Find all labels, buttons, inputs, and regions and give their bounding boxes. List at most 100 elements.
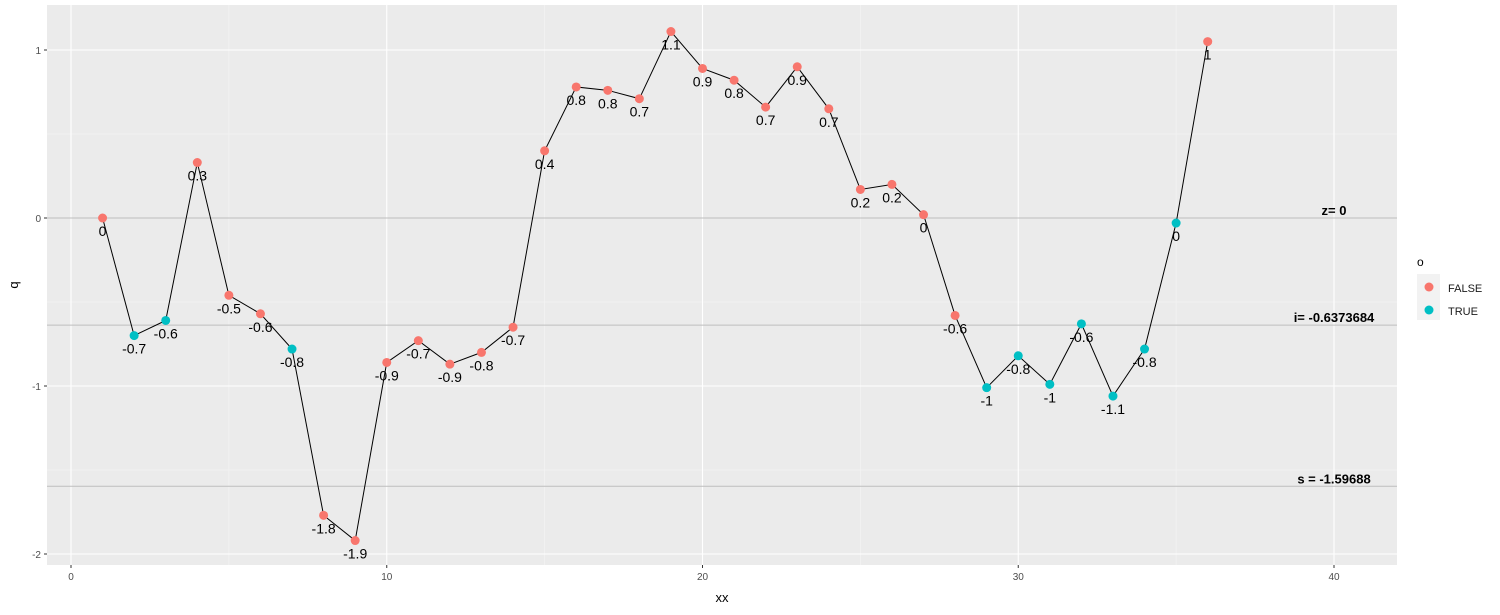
data-point bbox=[634, 94, 644, 104]
data-label: -0.7 bbox=[501, 332, 525, 348]
data-point bbox=[540, 146, 550, 156]
data-point bbox=[413, 336, 423, 346]
data-point bbox=[666, 27, 676, 37]
y-tick-label: -1 bbox=[32, 382, 41, 393]
panel-background bbox=[47, 5, 1397, 565]
data-label: -0.9 bbox=[438, 369, 462, 385]
y-tick-label: 1 bbox=[35, 46, 41, 57]
data-label: 1 bbox=[1204, 47, 1212, 63]
data-point bbox=[445, 359, 455, 369]
data-label: 0.4 bbox=[535, 156, 555, 172]
data-label: 0.9 bbox=[787, 72, 807, 88]
data-point bbox=[1045, 379, 1055, 389]
reference-line-label: s = -1.59688 bbox=[1297, 471, 1370, 486]
data-point bbox=[287, 344, 297, 354]
legend-keys-bg bbox=[1417, 274, 1440, 320]
data-label: -0.8 bbox=[1132, 354, 1156, 370]
data-label: 0.8 bbox=[724, 85, 744, 101]
data-label: 0.2 bbox=[851, 194, 871, 210]
data-point bbox=[824, 104, 834, 114]
x-tick-label: 20 bbox=[697, 572, 709, 583]
data-label: 0 bbox=[1172, 228, 1180, 244]
data-point bbox=[761, 102, 771, 112]
data-label: -0.8 bbox=[280, 354, 304, 370]
data-label: -1.9 bbox=[343, 546, 367, 562]
legend-label-false: FALSE bbox=[1448, 283, 1482, 295]
points bbox=[98, 27, 1213, 546]
legend-key-true bbox=[1424, 305, 1434, 315]
data-point bbox=[919, 210, 929, 220]
legend-title: o bbox=[1417, 255, 1424, 269]
legend: o FALSE TRUE bbox=[1417, 255, 1482, 320]
data-label: 0.8 bbox=[598, 95, 618, 111]
data-point bbox=[603, 85, 613, 95]
data-point bbox=[950, 310, 960, 320]
data-label: 0.7 bbox=[630, 104, 650, 120]
data-point bbox=[255, 309, 265, 319]
series-line bbox=[102, 30, 1209, 542]
data-point bbox=[350, 536, 360, 546]
data-point bbox=[1203, 37, 1213, 47]
data-point bbox=[98, 213, 108, 223]
data-point bbox=[129, 331, 139, 341]
data-point bbox=[729, 75, 739, 85]
data-label: 0 bbox=[99, 223, 107, 239]
data-point bbox=[319, 510, 329, 520]
point-labels: 0 -0.7 -0.6 0.3 -0.5 -0.6 -0.8 -1.8 -1.9 -0.9 -0.7… bbox=[99, 37, 1212, 562]
data-point bbox=[1013, 351, 1023, 361]
data-label: -0.8 bbox=[1006, 361, 1030, 377]
data-label: -0.8 bbox=[469, 357, 493, 373]
x-tick-label: 0 bbox=[68, 572, 74, 583]
data-point bbox=[476, 347, 486, 357]
reference-line-label: i= -0.6373684 bbox=[1294, 310, 1375, 325]
data-point bbox=[792, 62, 802, 72]
data-point bbox=[698, 63, 707, 73]
x-tick-label: 40 bbox=[1328, 572, 1340, 583]
data-label: -0.5 bbox=[217, 300, 241, 316]
y-tick-label: 0 bbox=[35, 214, 41, 225]
data-label: -1.1 bbox=[1101, 401, 1125, 417]
data-label: -0.9 bbox=[375, 367, 399, 383]
data-label: 0.2 bbox=[882, 189, 902, 205]
data-label: 1.1 bbox=[661, 37, 681, 53]
data-point bbox=[224, 290, 234, 300]
y-axis-title: q bbox=[6, 281, 21, 288]
data-point bbox=[1108, 391, 1118, 401]
data-point bbox=[1171, 218, 1181, 228]
data-label: 0 bbox=[920, 220, 928, 236]
y-tick-label: -2 bbox=[32, 550, 41, 561]
data-label: -0.6 bbox=[1069, 329, 1093, 345]
x-axis-title: xx bbox=[716, 590, 730, 605]
data-point bbox=[887, 179, 897, 189]
data-point bbox=[382, 357, 392, 367]
series-path bbox=[102, 30, 1209, 542]
data-label: -0.7 bbox=[406, 346, 430, 362]
legend-label-true: TRUE bbox=[1448, 306, 1478, 318]
data-point bbox=[1140, 344, 1150, 354]
data-label: -1.8 bbox=[312, 520, 336, 536]
data-point bbox=[508, 322, 518, 332]
data-label: -0.7 bbox=[122, 341, 146, 357]
data-label: 0.3 bbox=[188, 168, 208, 184]
data-label: -0.6 bbox=[248, 319, 272, 335]
data-label: -0.6 bbox=[154, 325, 178, 341]
data-label: 0.7 bbox=[756, 112, 776, 128]
data-label: -1 bbox=[1044, 389, 1057, 405]
reference-lines bbox=[47, 217, 1397, 487]
reference-line-label: z= 0 bbox=[1322, 203, 1347, 218]
data-label: 0.9 bbox=[693, 73, 713, 89]
annotations: z= 0 i= -0.6373684 s = -1.59688 bbox=[1294, 203, 1375, 486]
data-point bbox=[192, 158, 202, 168]
data-label: 0.7 bbox=[819, 114, 839, 130]
x-tick-label: 30 bbox=[1013, 572, 1025, 583]
data-label: -0.6 bbox=[943, 320, 967, 336]
data-point bbox=[161, 315, 171, 325]
data-label: 0.8 bbox=[566, 92, 586, 108]
data-point bbox=[982, 383, 992, 393]
data-point bbox=[855, 184, 865, 194]
x-tick-label: 10 bbox=[381, 572, 393, 583]
data-point bbox=[571, 82, 581, 92]
data-label: -1 bbox=[980, 393, 993, 409]
